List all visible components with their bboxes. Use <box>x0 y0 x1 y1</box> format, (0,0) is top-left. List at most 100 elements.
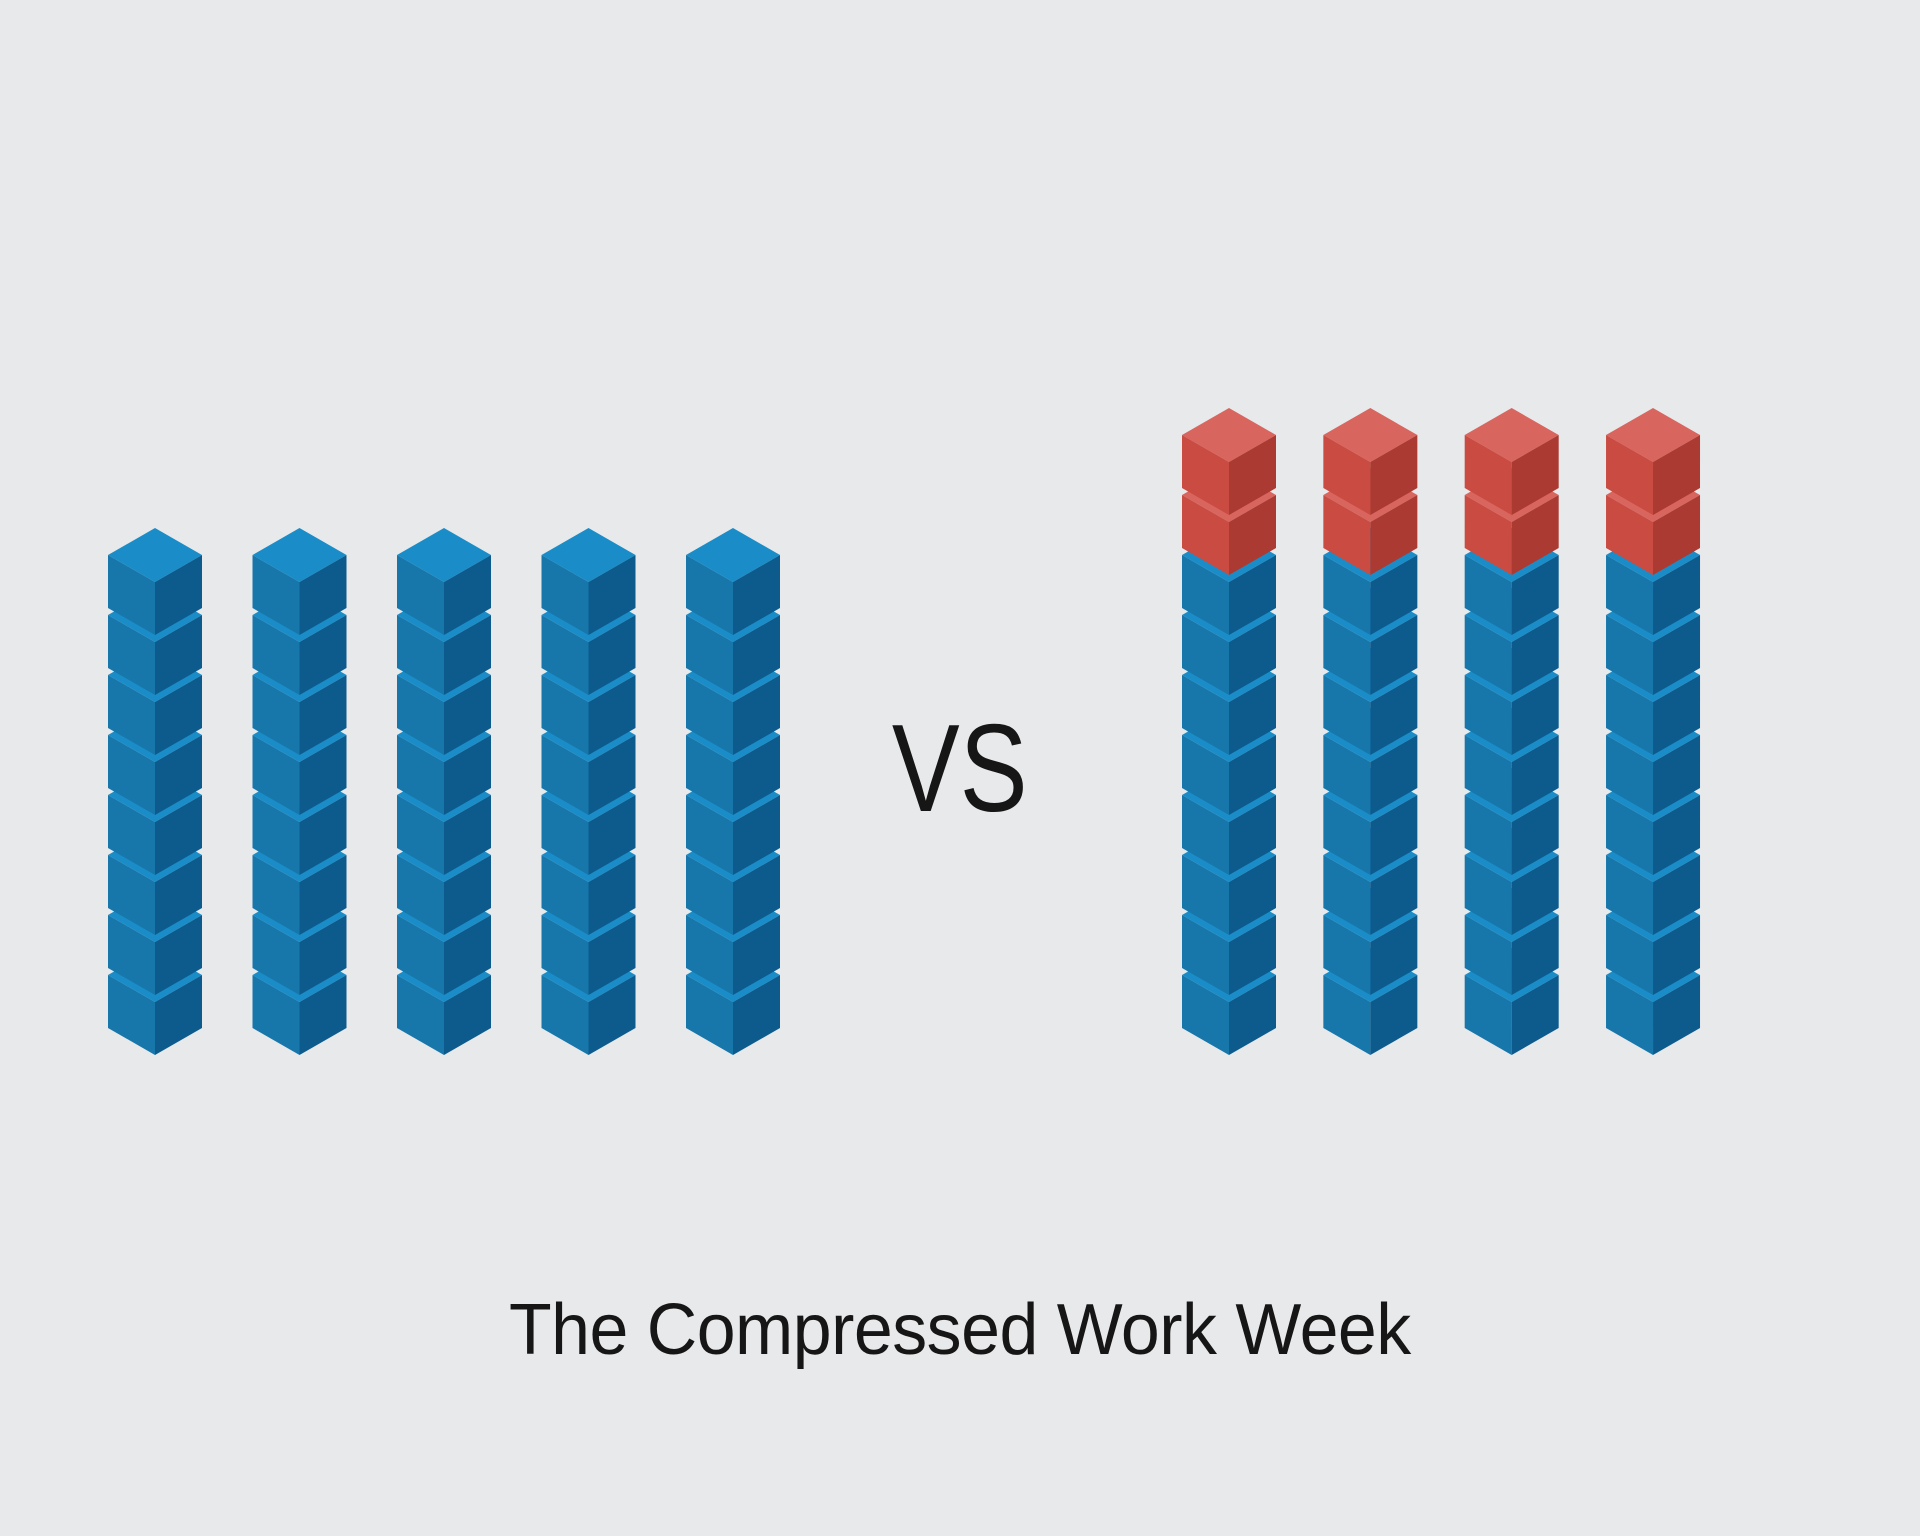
cube-right-face <box>299 915 347 995</box>
cube-right-face <box>1229 555 1276 635</box>
vs-label-text: VS <box>892 700 1028 838</box>
cube-right-face <box>299 615 347 695</box>
cube-right-face <box>155 975 202 1055</box>
red-cube <box>1464 408 1559 515</box>
cube-left-face <box>1606 435 1654 515</box>
cube-right-face <box>444 735 491 815</box>
cube-left-face <box>686 675 733 755</box>
cube-right-face <box>588 555 636 635</box>
cube-right-face <box>1653 495 1701 575</box>
cube-column <box>1323 408 1418 1055</box>
cube-right-face <box>1511 915 1559 995</box>
cube-left-face <box>1323 855 1371 935</box>
cube-column <box>1606 408 1701 1055</box>
cube-left-face <box>541 735 589 815</box>
cube-right-face <box>733 675 780 755</box>
cube-right-face <box>1653 615 1701 695</box>
cube-left-face <box>1464 795 1512 875</box>
cube-left-face <box>1323 975 1371 1055</box>
cube-left-face <box>1323 555 1371 635</box>
cube-right-face <box>588 735 636 815</box>
cube-right-face <box>1653 435 1701 515</box>
cube-left-face <box>1606 675 1654 755</box>
cube-left-face <box>686 915 733 995</box>
cube-left-face <box>108 915 155 995</box>
cube-left-face <box>1464 975 1512 1055</box>
cube-right-face <box>1653 735 1701 815</box>
cube-right-face <box>1511 555 1559 635</box>
cube-left-face <box>1464 735 1512 815</box>
cube-right-face <box>299 975 347 1055</box>
chart-title: The Compressed Work Week <box>0 1294 1920 1366</box>
cube-right-face <box>1511 795 1559 875</box>
cube-right-face <box>444 615 491 695</box>
cube-left-face <box>397 735 444 815</box>
cube-right-face <box>1229 435 1276 515</box>
cube-left-face <box>1323 495 1371 575</box>
blue-cube <box>397 528 491 635</box>
cube-right-face <box>299 795 347 875</box>
cube-right-face <box>1370 855 1418 935</box>
cube-left-face <box>1464 615 1512 695</box>
cube-right-face <box>733 795 780 875</box>
cube-left-face <box>252 975 300 1055</box>
blue-cube <box>108 528 202 635</box>
cube-column <box>541 528 636 1055</box>
cube-left-face <box>108 855 155 935</box>
cube-left-face <box>397 975 444 1055</box>
cube-right-face <box>1229 615 1276 695</box>
cube-right-face <box>1370 435 1418 515</box>
cube-left-face <box>541 555 589 635</box>
cube-right-face <box>1511 615 1559 695</box>
cube-left-face <box>1464 555 1512 635</box>
cube-right-face <box>588 795 636 875</box>
cube-left-face <box>1182 855 1229 935</box>
cube-right-face <box>1370 915 1418 995</box>
cube-left-face <box>1323 435 1371 515</box>
cube-left-face <box>1182 495 1229 575</box>
cube-right-face <box>1653 915 1701 995</box>
cube-left-face <box>397 675 444 755</box>
cube-left-face <box>1606 975 1654 1055</box>
cube-left-face <box>1464 675 1512 755</box>
cube-right-face <box>155 795 202 875</box>
cube-left-face <box>1182 675 1229 755</box>
cube-right-face <box>155 555 202 635</box>
cube-left-face <box>1182 435 1229 515</box>
cube-left-face <box>108 735 155 815</box>
cube-left-face <box>1182 915 1229 995</box>
cube-right-face <box>588 615 636 695</box>
cube-left-face <box>108 975 155 1055</box>
cube-right-face <box>155 615 202 695</box>
cube-left-face <box>108 555 155 635</box>
cube-right-face <box>155 675 202 755</box>
cube-right-face <box>1370 975 1418 1055</box>
cube-right-face <box>1653 675 1701 755</box>
cube-right-face <box>1229 975 1276 1055</box>
cube-right-face <box>1229 495 1276 575</box>
cube-left-face <box>1464 435 1512 515</box>
cube-right-face <box>1370 615 1418 695</box>
cube-left-face <box>397 795 444 875</box>
cube-left-face <box>1606 915 1654 995</box>
cube-left-face <box>1464 915 1512 995</box>
cube-right-face <box>733 555 780 635</box>
cube-right-face <box>588 915 636 995</box>
red-cube <box>1182 408 1276 515</box>
cube-right-face <box>733 975 780 1055</box>
cube-left-face <box>108 675 155 755</box>
cube-right-face <box>444 855 491 935</box>
cube-left-face <box>252 855 300 935</box>
cube-left-face <box>1606 495 1654 575</box>
cube-left-face <box>397 555 444 635</box>
cube-right-face <box>1511 675 1559 755</box>
cube-left-face <box>1464 855 1512 935</box>
cube-left-face <box>1606 555 1654 635</box>
cube-right-face <box>1511 975 1559 1055</box>
cube-left-face <box>397 855 444 935</box>
cube-left-face <box>252 915 300 995</box>
chart-title-text: The Compressed Work Week <box>509 1290 1411 1370</box>
cube-right-face <box>299 555 347 635</box>
cube-left-face <box>1323 795 1371 875</box>
